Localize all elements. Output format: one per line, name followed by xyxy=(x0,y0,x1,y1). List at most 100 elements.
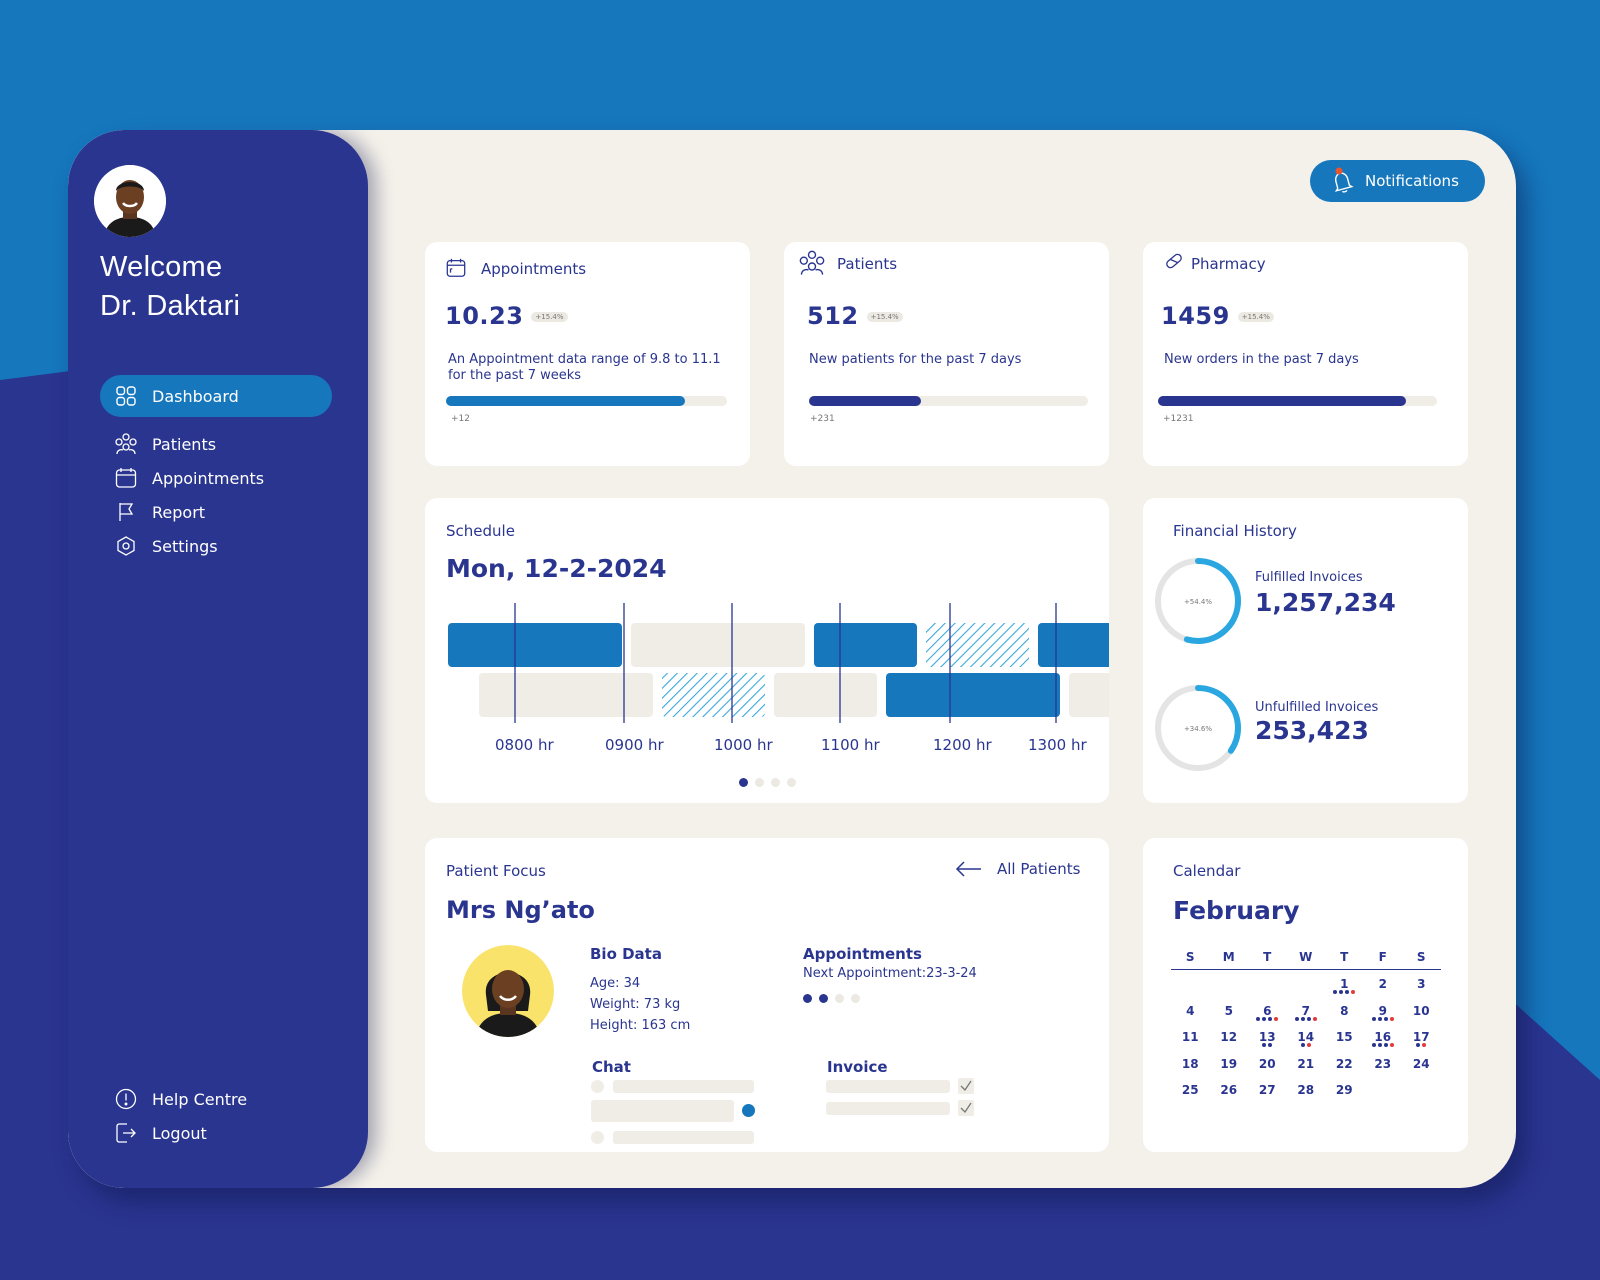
calendar-day[interactable]: 2 xyxy=(1364,974,1403,1001)
calendar-day-number: 8 xyxy=(1340,1003,1349,1018)
card-title: Financial History xyxy=(1173,522,1297,540)
pagination-dot[interactable] xyxy=(851,994,860,1003)
pagination-dot[interactable] xyxy=(755,778,764,787)
fin-value: 1,257,234 xyxy=(1255,588,1396,617)
calendar-day[interactable]: 7 xyxy=(1287,1001,1326,1028)
calendar-day[interactable]: 5 xyxy=(1210,1001,1249,1028)
patients-stat-card[interactable]: Patients 512 +15.4% New patients for the … xyxy=(784,242,1109,466)
event-dot xyxy=(1345,990,1350,994)
calendar-day[interactable]: 25 xyxy=(1171,1080,1210,1107)
progress-fill xyxy=(809,396,921,406)
calendar-day[interactable]: 14 xyxy=(1287,1027,1326,1054)
fin-label: Unfulfilled Invoices xyxy=(1255,700,1379,715)
hour-label: 0800 hr xyxy=(495,736,554,754)
calendar-day-number: 23 xyxy=(1374,1056,1392,1071)
calendar-day-number: 6 xyxy=(1263,1003,1272,1018)
sidebar-item-appointments[interactable]: Appointments xyxy=(100,461,332,495)
event-dot xyxy=(1306,1016,1311,1021)
calendar-day[interactable]: 24 xyxy=(1402,1054,1441,1081)
pagination-dot[interactable] xyxy=(787,778,796,787)
stat-number: 10.23 xyxy=(445,302,524,330)
calendar-day[interactable]: 4 xyxy=(1171,1001,1210,1028)
chat-message-placeholder xyxy=(613,1131,754,1144)
card-title: Appointments xyxy=(481,260,587,278)
pagination-dot[interactable] xyxy=(739,778,748,787)
calendar-day[interactable]: 18 xyxy=(1171,1054,1210,1081)
calendar-day[interactable]: 1 xyxy=(1325,974,1364,1001)
event-dot xyxy=(1300,1016,1305,1021)
change-badge: +15.4% xyxy=(866,312,903,322)
calendar-day[interactable]: 11 xyxy=(1171,1027,1210,1054)
progress-fill xyxy=(1158,396,1407,406)
event-dot xyxy=(1300,1043,1305,1047)
pagination-dot[interactable] xyxy=(771,778,780,787)
event-dot xyxy=(1262,1016,1267,1021)
sidebar-item-label: Logout xyxy=(152,1123,207,1143)
calendar-day[interactable]: 15 xyxy=(1325,1027,1364,1054)
calendar-day[interactable]: 9 xyxy=(1364,1001,1403,1028)
invoice-preview[interactable] xyxy=(826,1078,986,1118)
sidebar-item-help-centre[interactable]: Help Centre xyxy=(100,1082,332,1116)
dashboard-window: Welcome Dr. Daktari Dashboard Patients xyxy=(68,130,1516,1188)
progress-label: +231 xyxy=(810,414,835,424)
pagination-dot[interactable] xyxy=(803,994,812,1003)
calendar-day[interactable]: 10 xyxy=(1402,1001,1441,1028)
hour-lines xyxy=(514,603,1057,723)
event-dot xyxy=(1422,1043,1427,1047)
appointments-stat-card[interactable]: Appointments 10.23 +15.4% An Appointment … xyxy=(425,242,750,466)
hour-label: 0900 hr xyxy=(605,736,664,754)
calendar-empty-cell xyxy=(1171,974,1210,1001)
calendar-day[interactable]: 19 xyxy=(1210,1054,1249,1081)
calendar-day[interactable]: 22 xyxy=(1325,1054,1364,1081)
calendar-day[interactable]: 13 xyxy=(1248,1027,1287,1054)
stat-description: New patients for the past 7 days xyxy=(809,352,1022,367)
sidebar-item-patients[interactable]: Patients xyxy=(100,427,332,461)
sidebar-nav: Dashboard Patients Appointments xyxy=(100,375,332,563)
calendar-day[interactable]: 29 xyxy=(1325,1080,1364,1107)
event-dot xyxy=(1389,1043,1394,1047)
chat-preview[interactable] xyxy=(591,1078,781,1148)
next-appointment: Next Appointment:23-3-24 xyxy=(803,966,977,981)
pagination-dot[interactable] xyxy=(835,994,844,1003)
event-dot xyxy=(1274,1016,1279,1021)
schedule-block xyxy=(631,623,805,667)
calendar-day[interactable]: 17 xyxy=(1402,1027,1441,1054)
all-patients-link[interactable]: All Patients xyxy=(955,860,1080,878)
calendar-day[interactable]: 26 xyxy=(1210,1080,1249,1107)
sidebar-item-dashboard[interactable]: Dashboard xyxy=(100,375,332,417)
card-title: Patient Focus xyxy=(446,862,546,880)
calendar-day[interactable]: 27 xyxy=(1248,1080,1287,1107)
sidebar-item-logout[interactable]: Logout xyxy=(100,1116,332,1150)
sidebar-item-label: Settings xyxy=(152,536,218,556)
sidebar-item-report[interactable]: Report xyxy=(100,495,332,529)
calendar-day[interactable]: 28 xyxy=(1287,1080,1326,1107)
patient-avatar[interactable] xyxy=(462,945,554,1037)
doctor-avatar[interactable] xyxy=(94,165,166,237)
fin-label: Fulfilled Invoices xyxy=(1255,570,1363,585)
hour-label: 1200 hr xyxy=(933,736,992,754)
calendar-day[interactable]: 8 xyxy=(1325,1001,1364,1028)
calendar-day-number: 17 xyxy=(1412,1030,1430,1044)
event-dot xyxy=(1383,1016,1388,1021)
stat-description: New orders in the past 7 days xyxy=(1164,352,1359,367)
calendar-day[interactable]: 6 xyxy=(1248,1001,1287,1028)
calendar-day[interactable]: 23 xyxy=(1364,1054,1403,1081)
calendar-day[interactable]: 16 xyxy=(1364,1027,1403,1054)
invoice-line-placeholder xyxy=(826,1102,950,1115)
calendar-icon xyxy=(115,468,137,488)
pagination-dot[interactable] xyxy=(819,994,828,1003)
calendar-day[interactable]: 12 xyxy=(1210,1027,1249,1054)
sidebar-item-settings[interactable]: Settings xyxy=(100,529,332,563)
pharmacy-stat-card[interactable]: Pharmacy 1459 +15.4% New orders in the pa… xyxy=(1143,242,1468,466)
calendar-day[interactable]: 21 xyxy=(1287,1054,1326,1081)
calendar-day[interactable]: 3 xyxy=(1402,974,1441,1001)
notifications-button[interactable]: Notifications xyxy=(1310,160,1485,202)
schedule-block xyxy=(886,673,1060,717)
donut-label: +34.6% xyxy=(1184,725,1212,733)
calendar-day-number: 14 xyxy=(1297,1030,1315,1044)
sidebar-item-label: Appointments xyxy=(152,468,265,488)
event-dot xyxy=(1256,1016,1261,1021)
schedule-block xyxy=(1038,623,1109,667)
calendar-day[interactable]: 20 xyxy=(1248,1054,1287,1081)
card-title: Pharmacy xyxy=(1191,255,1266,273)
